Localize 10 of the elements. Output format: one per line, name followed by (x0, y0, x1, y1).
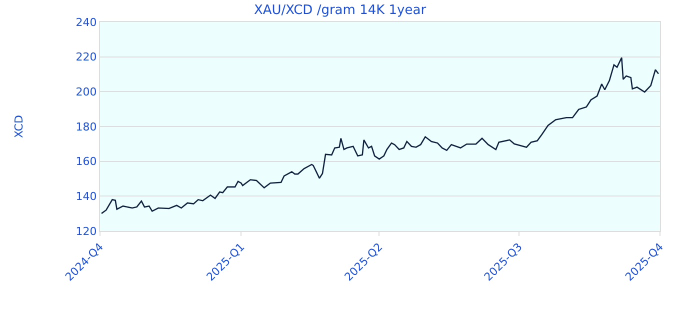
y-tick-label: 140 (76, 190, 97, 204)
chart-title: XAU/XCD /gram 14K 1year (254, 2, 427, 18)
y-tick-label: 120 (76, 224, 97, 238)
line-series (100, 57, 660, 214)
y-tick-label: 240 (76, 16, 97, 29)
y-tick-label: 220 (76, 50, 97, 64)
y-tick-label: 200 (76, 86, 97, 99)
y-tick-label: 160 (76, 155, 97, 168)
y-axis-title: XCD (12, 115, 26, 138)
y-tick-label: 180 (76, 120, 97, 134)
